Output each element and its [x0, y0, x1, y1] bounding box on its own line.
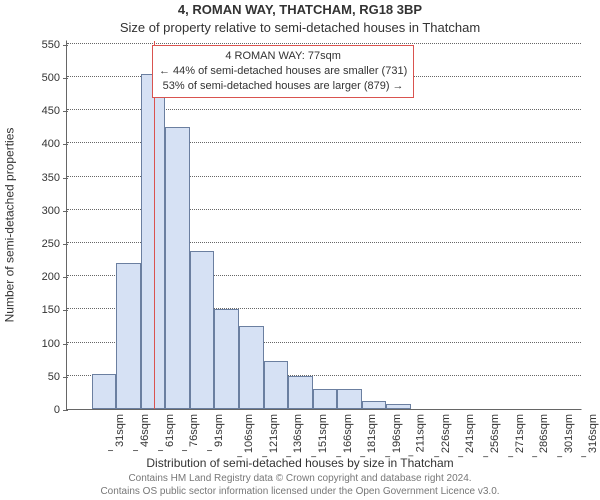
x-tick: 151sqm [317, 414, 329, 453]
y-tick: 500 [30, 72, 60, 84]
y-tick: 200 [30, 271, 60, 283]
info-callout-box: 4 ROMAN WAY: 77sqm ← 44% of semi-detache… [152, 45, 414, 98]
x-tick: 256sqm [489, 414, 501, 453]
y-tick: 50 [30, 371, 60, 383]
x-tick: 106sqm [243, 414, 255, 453]
x-tick: 196sqm [391, 414, 403, 453]
x-tick: 61sqm [164, 414, 176, 447]
x-tick: 121sqm [268, 414, 280, 453]
x-tick: 91sqm [213, 414, 225, 447]
histogram-bar [264, 361, 289, 409]
grid-line [67, 43, 581, 44]
x-tick: 286sqm [538, 414, 550, 453]
x-axis-label: Distribution of semi-detached houses by … [0, 456, 600, 470]
histogram-bar [165, 127, 190, 409]
x-tick: 136sqm [293, 414, 305, 453]
x-tick: 76sqm [188, 414, 200, 447]
chart-container: 4, ROMAN WAY, THATCHAM, RG18 3BP Size of… [0, 0, 600, 500]
histogram-bar [190, 251, 215, 409]
x-tick: 301sqm [563, 414, 575, 453]
x-tick: 226sqm [440, 414, 452, 453]
histogram-bar [386, 404, 411, 409]
histogram-bar [239, 326, 264, 409]
y-tick: 300 [30, 205, 60, 217]
x-tick: 271sqm [514, 414, 526, 453]
info-line-2: ← 44% of semi-detached houses are smalle… [159, 64, 407, 79]
chart-title-line1: 4, ROMAN WAY, THATCHAM, RG18 3BP [0, 2, 600, 17]
histogram-bar [116, 263, 141, 409]
x-tick: 166sqm [342, 414, 354, 453]
histogram-bar [92, 374, 117, 409]
plot-area: 4 ROMAN WAY: 77sqm ← 44% of semi-detache… [66, 40, 582, 410]
footer-attribution: Contains HM Land Registry data © Crown c… [0, 473, 600, 498]
histogram-bar [214, 309, 239, 409]
footer-line-1: Contains HM Land Registry data © Crown c… [0, 473, 600, 486]
y-tick: 350 [30, 172, 60, 184]
footer-line-2: Contains OS public sector information li… [0, 486, 600, 499]
info-line-3: 53% of semi-detached houses are larger (… [159, 79, 407, 94]
chart-title-line2: Size of property relative to semi-detach… [0, 20, 600, 35]
info-line-1: 4 ROMAN WAY: 77sqm [159, 49, 407, 64]
y-axis-label: Number of semi-detached properties [3, 128, 17, 323]
x-tick: 241sqm [465, 414, 477, 453]
x-tick: 211sqm [415, 414, 427, 452]
histogram-bar [288, 376, 313, 409]
x-tick: 181sqm [366, 414, 378, 453]
y-tick: 100 [30, 338, 60, 350]
histogram-bar [362, 401, 387, 409]
y-tick: 450 [30, 105, 60, 117]
histogram-bar [313, 389, 338, 409]
y-tick: 150 [30, 304, 60, 316]
x-tick: 46sqm [139, 414, 151, 447]
y-tick: 0 [30, 404, 60, 416]
y-tick: 400 [30, 138, 60, 150]
x-tick: 31sqm [114, 414, 126, 447]
x-tick: 316sqm [587, 414, 599, 453]
histogram-bar [337, 389, 362, 409]
y-tick: 250 [30, 238, 60, 250]
y-tick: 550 [30, 39, 60, 51]
